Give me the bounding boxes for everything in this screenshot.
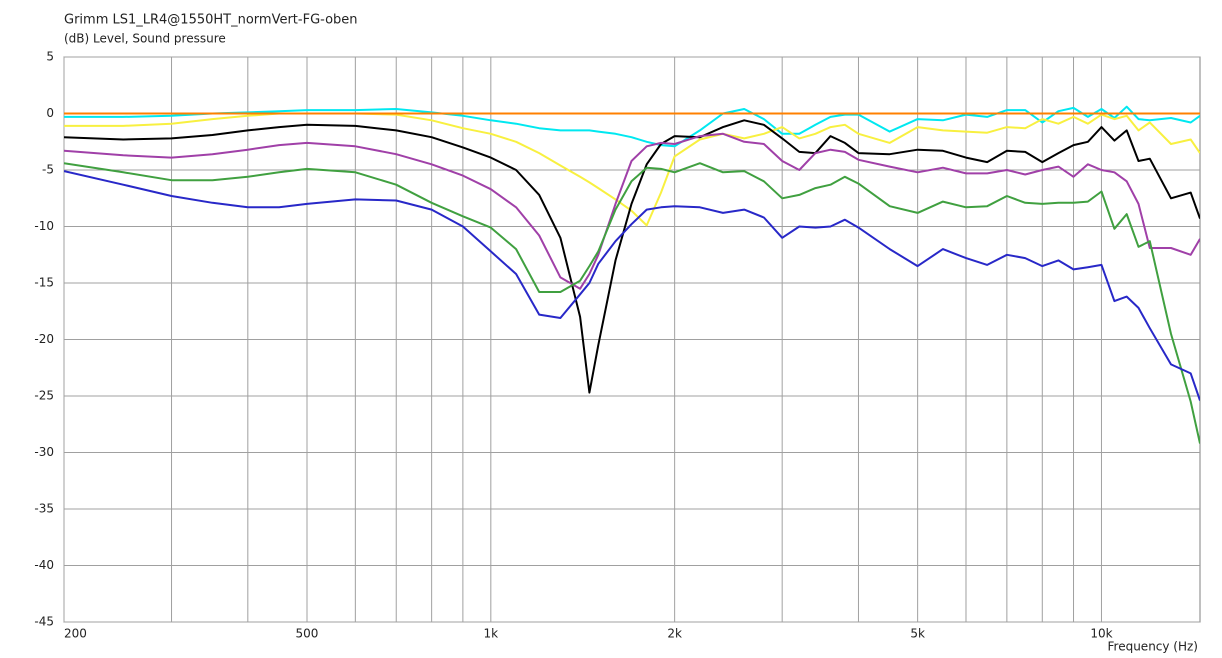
series-line: [64, 170, 1200, 401]
plot-lines: [64, 105, 1200, 444]
x-tick-label: 5k: [910, 627, 925, 641]
y-tick-label: -25: [34, 389, 54, 403]
y-tick-label: -35: [34, 502, 54, 516]
y-tick-label: -20: [34, 332, 54, 346]
series-line: [64, 112, 1200, 227]
x-axis-label: Frequency (Hz): [1108, 640, 1199, 654]
y-tick-label: -45: [34, 615, 54, 629]
series-line: [64, 132, 1200, 290]
y-tick-label: 5: [46, 50, 54, 64]
x-tick-label: 1k: [484, 627, 499, 641]
series-line: [64, 162, 1200, 444]
series-line: [64, 119, 1200, 394]
y-tick-label: -5: [42, 163, 54, 177]
x-tick-label: 10k: [1090, 627, 1112, 641]
x-tick-label: 200: [64, 627, 87, 641]
x-tick-label: 2k: [667, 627, 682, 641]
y-axis-label: (dB) Level, Sound pressure: [64, 32, 226, 46]
chart-title: Grimm LS1_LR4@1550HT_normVert-FG-oben: [64, 13, 358, 28]
x-tick-label: 500: [296, 627, 319, 641]
y-tick-label: -30: [34, 445, 54, 459]
y-tick-label: -15: [34, 276, 54, 290]
y-tick-label: -40: [34, 558, 54, 572]
y-tick-label: -10: [34, 219, 54, 233]
y-tick-label: 0: [46, 106, 54, 120]
